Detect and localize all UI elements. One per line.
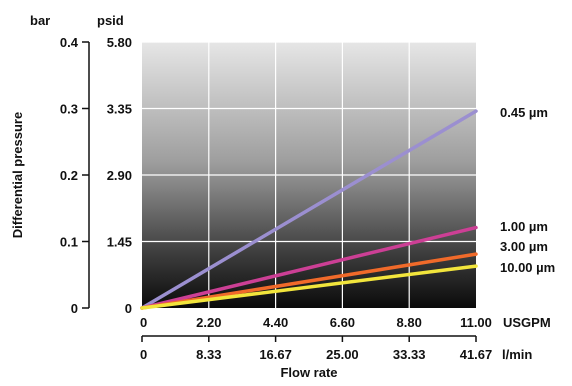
x-tick-label-lmin: 8.33 — [196, 347, 221, 362]
x-tick-label-usgpm: 2.20 — [196, 315, 221, 330]
y-tick-label-bar: 0 — [71, 301, 78, 316]
y-tick-label-bar: 0.2 — [60, 168, 78, 183]
x-unit-usgpm-label: USGPM — [503, 315, 551, 330]
y-tick-label-bar: 0.3 — [60, 102, 78, 117]
y-tick-label-psid: 0 — [125, 301, 132, 316]
y-unit-psid-label: psid — [97, 13, 124, 28]
series-line — [140, 264, 478, 310]
y-axis-title: Differential pressure — [10, 112, 25, 238]
y-unit-bar-label: bar — [30, 13, 50, 28]
y-tick-label-bar: 0.1 — [60, 235, 78, 250]
x-tick-label-lmin: 41.67 — [460, 347, 493, 362]
x-tick-label-usgpm: 11.00 — [460, 315, 492, 330]
x-tick-label-lmin: 33.33 — [393, 347, 426, 362]
x-tick-label-lmin: 16.67 — [259, 347, 292, 362]
series-label: 1.00 µm — [500, 219, 548, 234]
y-tick-label-psid: 5.80 — [107, 35, 132, 50]
x-unit-lmin-label: l/min — [502, 347, 532, 362]
y-tick-label-psid: 2.90 — [107, 168, 132, 183]
series-label: 3.00 µm — [500, 239, 548, 254]
series-line — [140, 109, 478, 310]
series-label: 10.00 µm — [500, 260, 555, 275]
x-tick-label-lmin: 25.00 — [326, 347, 359, 362]
x-tick-label-usgpm: 8.80 — [397, 315, 422, 330]
series-lines — [140, 109, 478, 310]
y-tick-label-psid: 3.35 — [107, 102, 132, 117]
x-tick-label-lmin: 0 — [140, 347, 147, 362]
series-line — [140, 225, 478, 310]
y-tick-label-psid: 1.45 — [107, 235, 132, 250]
x-tick-label-usgpm: 0 — [140, 315, 147, 330]
axes — [82, 41, 477, 342]
series-line — [140, 252, 478, 310]
grid-lines — [142, 41, 476, 308]
y-tick-label-bar: 0.4 — [60, 35, 79, 50]
x-tick-label-usgpm: 6.60 — [330, 315, 355, 330]
x-axis-title: Flow rate — [280, 365, 337, 380]
x-tick-label-usgpm: 4.40 — [263, 315, 288, 330]
tick-labels: 0 00.1 1.450.2 2.900.3 3.350.4 5.80002.208.33… — [60, 35, 555, 362]
series-label: 0.45 µm — [500, 105, 548, 120]
